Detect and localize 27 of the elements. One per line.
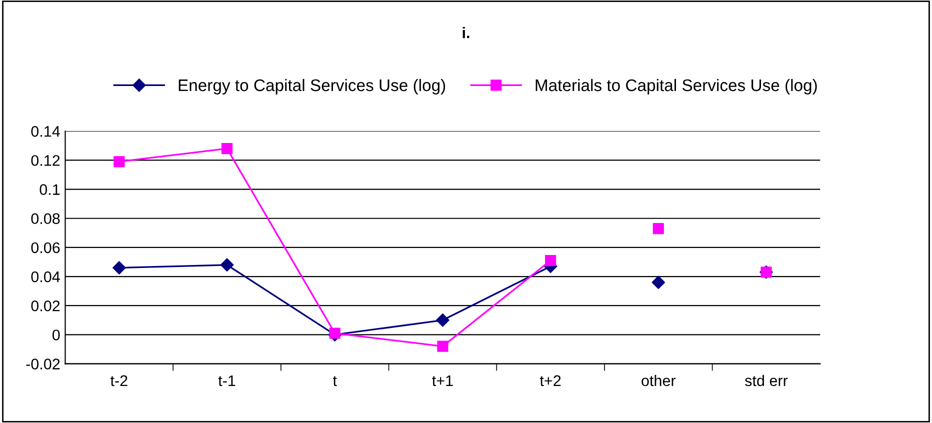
point [436, 314, 450, 327]
x-tick-label: t [332, 376, 337, 386]
y-tick-label: 0 [52, 330, 60, 340]
y-tick-label: 0.08 [31, 213, 60, 224]
point [112, 261, 126, 274]
point [114, 156, 125, 168]
y-tick-label: -0.02 [26, 358, 60, 370]
y-tick-label: 0.06 [31, 242, 60, 254]
point [437, 340, 448, 352]
y-tick-label: 0.1 [40, 184, 60, 195]
x-tick-label: t-2 [110, 375, 128, 386]
legend-label: Materials to Capital Services Use (log) [536, 78, 817, 94]
y-tick-label: 0.04 [31, 271, 60, 282]
point [544, 254, 556, 266]
y-tick-label: 0.02 [31, 300, 60, 312]
x-tick-label: t+2 [540, 375, 561, 386]
y-tick-label: 0.14 [31, 126, 60, 137]
point [220, 258, 234, 272]
x-tick-label: t+1 [432, 375, 453, 386]
legend-label: Energy to Capital Services Use (log) [178, 78, 446, 94]
x-tick-label: t-1 [218, 375, 236, 386]
chart-title: i. [462, 27, 470, 38]
x-tick-label: std err [745, 374, 788, 386]
point [221, 143, 233, 154]
point [329, 328, 340, 339]
x-tick-label: other [642, 374, 676, 386]
y-tick-label: 0.12 [31, 155, 60, 166]
